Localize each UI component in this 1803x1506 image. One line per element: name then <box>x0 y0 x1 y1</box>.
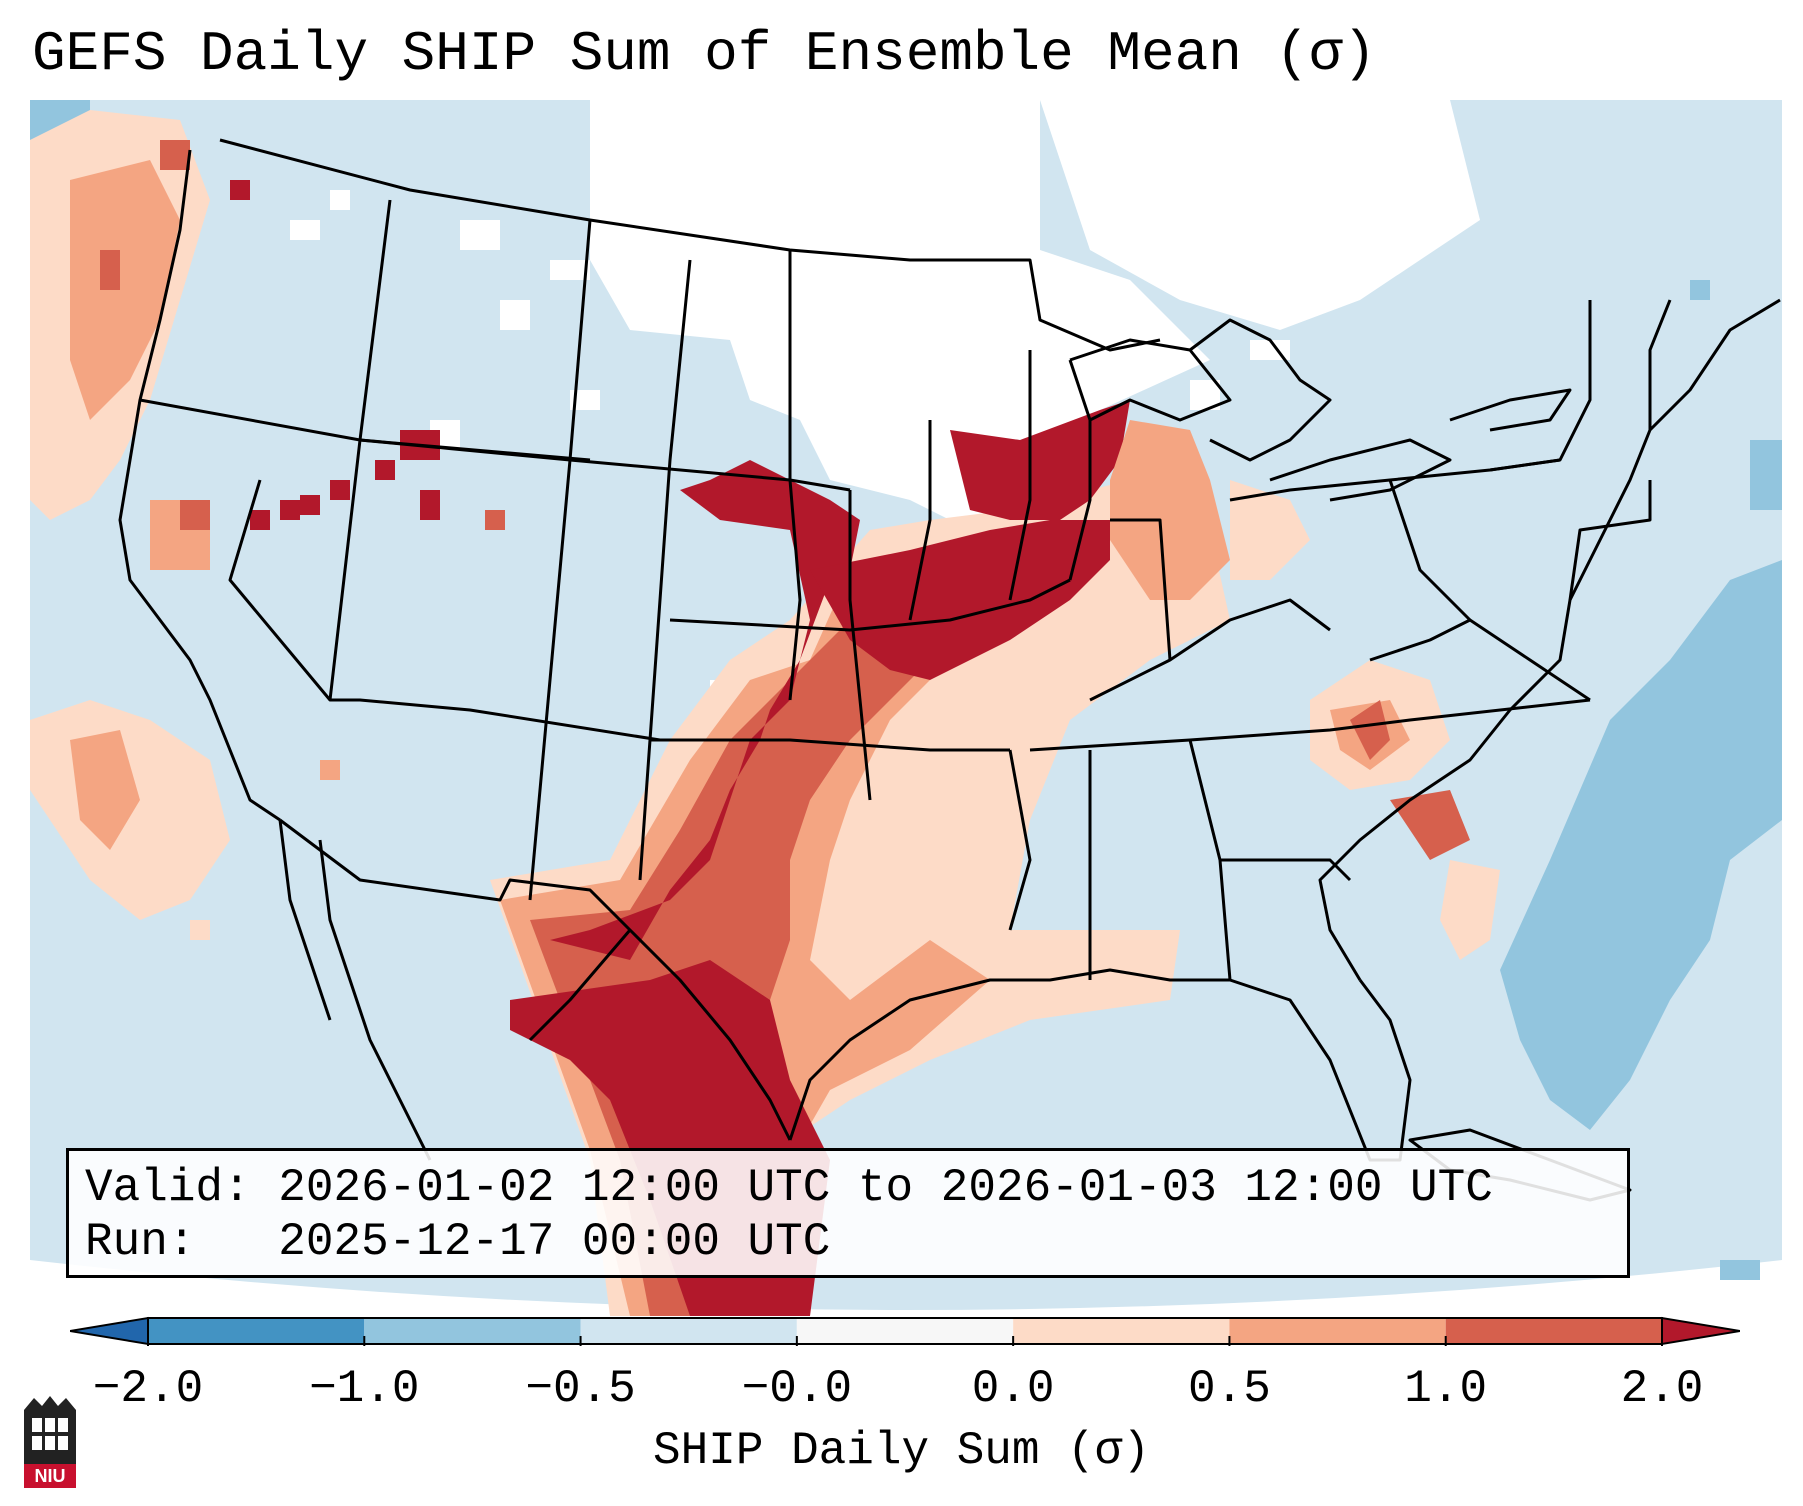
colorbar-bin-0 <box>148 1318 365 1344</box>
basin-positive-specks <box>230 180 505 530</box>
colorbar <box>69 1316 1741 1351</box>
colorbar-under-extension <box>69 1316 149 1346</box>
map-canvas <box>30 100 1782 1316</box>
colorbar-bin-4 <box>1013 1318 1230 1344</box>
colorbar-tick-label: −2.0 <box>92 1363 204 1415</box>
niu-logo-mark <box>24 1396 76 1488</box>
valid-prefix: Valid: <box>85 1162 251 1214</box>
run-prefix: Run: <box>85 1216 196 1268</box>
niu-logo-text: NIU <box>34 1466 66 1486</box>
run-line: Run: 2025-12-17 00:00 UTC <box>85 1215 830 1269</box>
pacific-positive-regions <box>30 110 340 940</box>
colorbar-bin-2 <box>580 1318 797 1344</box>
map-panel[interactable] <box>30 100 1782 1316</box>
colorbar-tick-label: 1.0 <box>1404 1363 1488 1415</box>
colorbar-tick-label: 0.5 <box>1188 1363 1271 1415</box>
colorbar-tick-label: −0.0 <box>741 1363 853 1415</box>
valid-time: 2026-01-02 12:00 UTC to 2026-01-03 12:00… <box>278 1162 1493 1214</box>
map-title: GEFS Daily SHIP Sum of Ensemble Mean (σ) <box>32 22 1377 86</box>
colorbar-tick-label: 0.0 <box>971 1363 1055 1415</box>
colorbar-bin-6 <box>1445 1318 1662 1344</box>
validity-legend-box: Valid: 2026-01-02 12:00 UTC to 2026-01-0… <box>66 1148 1630 1278</box>
colorbar-svg <box>69 1316 1741 1346</box>
boundaries <box>118 138 1781 1202</box>
colorbar-bin-1 <box>364 1318 581 1344</box>
colorbar-tick-label: 2.0 <box>1620 1363 1704 1415</box>
valid-line: Valid: 2026-01-02 12:00 UTC to 2026-01-0… <box>85 1161 1493 1215</box>
colorbar-bin-5 <box>1229 1318 1446 1344</box>
colorbar-bin-3 <box>796 1318 1014 1344</box>
colorbar-frame <box>147 1317 1663 1345</box>
colorbar-tick-label: −1.0 <box>309 1363 420 1415</box>
projection-edge <box>30 1260 1782 1316</box>
colorbar-over-extension <box>1661 1316 1741 1346</box>
colorbar-label: SHIP Daily Sum (σ) <box>653 1425 1150 1477</box>
central-positive-plume <box>490 400 1500 1316</box>
colorbar-tick-label: −0.5 <box>525 1363 636 1415</box>
niu-logo: NIU <box>20 1394 80 1495</box>
run-time: 2025-12-17 00:00 UTC <box>278 1216 831 1268</box>
